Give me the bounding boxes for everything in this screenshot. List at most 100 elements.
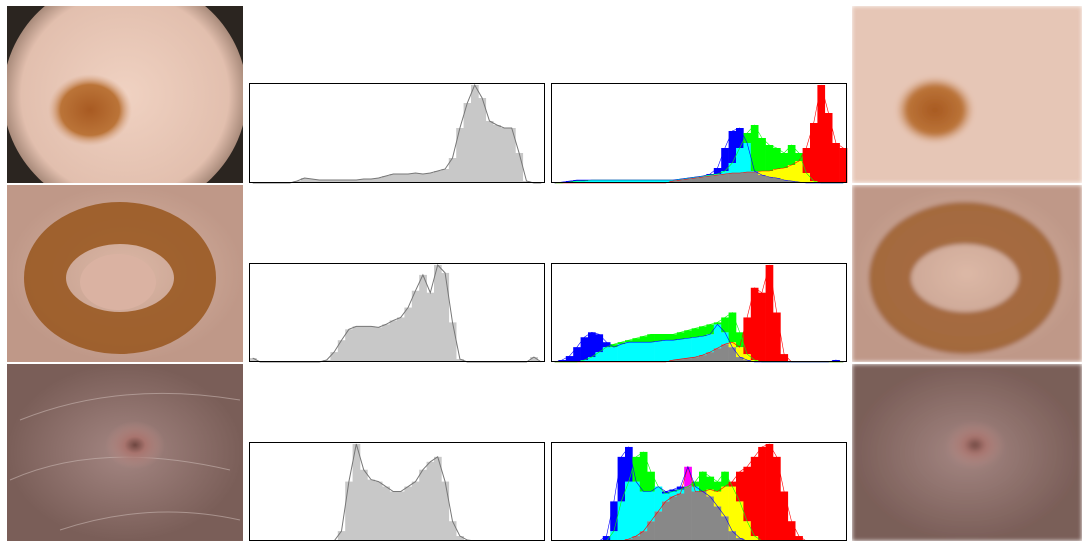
overlap-band	[625, 180, 633, 183]
overlap-band	[780, 180, 789, 183]
overlap-band	[839, 148, 848, 183]
overlap-band	[602, 347, 611, 362]
overlap-band	[758, 292, 766, 362]
channel-line	[554, 127, 844, 184]
histogram-bin	[367, 326, 376, 362]
overlap-band	[713, 322, 722, 325]
overlap-band	[632, 481, 641, 537]
histogram-bin	[397, 174, 405, 183]
overlap-band	[706, 476, 715, 490]
overlap-band	[736, 357, 744, 362]
overlap-band	[662, 334, 670, 341]
histogram-bin	[426, 173, 435, 183]
histogram-bin	[330, 180, 339, 183]
histogram-bin	[345, 481, 353, 541]
overlap-band	[676, 493, 685, 541]
overlap-band	[713, 348, 722, 362]
overlap-band	[676, 359, 685, 362]
overlap-band	[758, 171, 766, 175]
overlap-band	[588, 180, 596, 183]
overlap-band	[676, 179, 685, 180]
overlap-band	[721, 471, 729, 487]
overlap-band	[773, 148, 781, 169]
overlap-band	[728, 173, 737, 183]
overlap-band	[610, 531, 618, 541]
overlap-band	[669, 180, 678, 181]
overlap-band	[736, 173, 744, 183]
histogram-bin	[456, 536, 464, 541]
overlap-band	[795, 153, 803, 161]
overlap-band	[595, 352, 604, 362]
overlap-band	[706, 176, 715, 183]
overlap-band	[721, 317, 729, 333]
histogram-bin	[404, 486, 413, 541]
histogram-bin	[345, 329, 353, 362]
overlap-band	[565, 356, 574, 362]
overlap-band	[647, 334, 655, 343]
overlap-band	[639, 531, 648, 541]
overlap-band	[691, 357, 700, 362]
histogram-bin	[337, 180, 346, 183]
overlap-band	[647, 471, 655, 492]
histogram-bin	[352, 180, 361, 183]
overlap-band	[654, 511, 663, 541]
histogram-bin	[389, 491, 398, 541]
overlap-band	[713, 491, 722, 507]
overlap-band	[713, 324, 722, 349]
overlap-band	[765, 171, 774, 177]
photo-processed	[852, 6, 1082, 183]
overlap-band	[787, 165, 796, 181]
plot-frame	[551, 263, 847, 362]
overlap-band	[617, 501, 626, 541]
histogram-bin	[493, 125, 501, 183]
histogram-bin	[389, 174, 398, 183]
overlap-band	[647, 491, 655, 522]
histogram-bin	[500, 128, 509, 183]
histogram-bin	[434, 171, 442, 183]
histogram-bin	[441, 169, 450, 183]
channel-line	[554, 446, 844, 541]
overlap-band	[691, 177, 700, 178]
overlap-band	[580, 180, 589, 181]
histogram-bin	[397, 491, 405, 541]
histogram-bin	[419, 274, 427, 362]
histogram-bin	[360, 179, 368, 183]
overlap-band	[750, 536, 759, 541]
overlap-band	[580, 337, 589, 361]
histogram-bin	[448, 158, 457, 183]
overlap-band	[617, 180, 626, 183]
overlap-band	[721, 516, 729, 541]
histogram-bin	[345, 180, 353, 183]
overlap-band	[721, 344, 729, 362]
overlap-band	[565, 181, 574, 182]
overlap-band	[617, 344, 626, 362]
overlap-band	[691, 486, 700, 492]
overlap-band	[706, 489, 715, 497]
histogram-outline	[252, 443, 542, 541]
overlap-band	[595, 180, 604, 183]
overlap-band	[610, 501, 618, 532]
overlap-band	[765, 264, 774, 362]
overlap-band	[699, 471, 707, 492]
overlap-band	[728, 131, 737, 163]
overlap-band	[699, 355, 707, 362]
overlap-band	[639, 491, 648, 532]
overlap-band	[780, 491, 789, 541]
overlap-band	[750, 287, 759, 361]
overlap-band	[617, 456, 626, 502]
overlap-band	[713, 168, 722, 174]
overlap-band	[595, 334, 604, 353]
histogram-bin	[382, 486, 390, 541]
overlap-band	[617, 342, 626, 345]
overlap-band	[736, 347, 744, 358]
overlap-band	[669, 489, 678, 492]
overlap-band	[684, 179, 692, 183]
overlap-band	[662, 493, 670, 502]
overlap-band	[736, 148, 744, 173]
overlap-band	[602, 536, 611, 541]
histogram-bin	[300, 178, 309, 183]
histogram-bin	[456, 359, 464, 362]
overlap-band	[691, 481, 700, 487]
overlap-band	[721, 332, 729, 345]
histogram-bin	[397, 317, 405, 362]
